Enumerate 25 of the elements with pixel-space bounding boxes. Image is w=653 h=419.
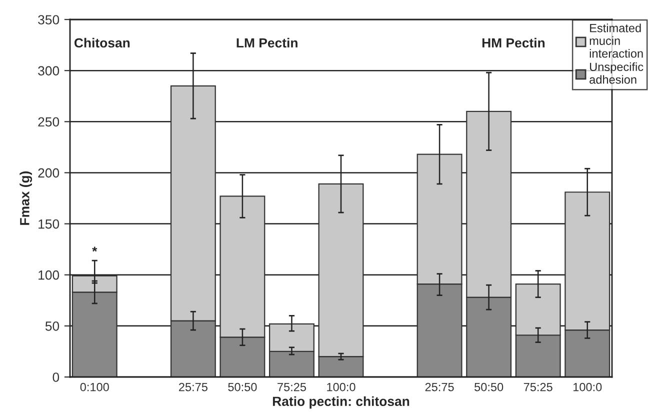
y-tick-label: 250 [38, 117, 60, 127]
x-tick-label: 50:50 [228, 382, 257, 392]
x-tick-label: 25:75 [179, 382, 208, 392]
y-tick-label: 350 [38, 15, 60, 24]
y-tick-label: 300 [38, 66, 60, 76]
annotation: * [92, 246, 98, 252]
x-tick-label: 0:100 [80, 382, 109, 392]
annotation: HM Pectin [482, 38, 545, 48]
legend-label: Unspecific adhesion [590, 62, 644, 84]
x-tick-label: 100:0 [327, 382, 356, 392]
x-axis-title: Ratio pectin: chitosan [272, 396, 410, 409]
x-tick-label: 25:75 [425, 382, 454, 392]
annotation: LM Pectin [236, 38, 298, 48]
x-tick-label: 75:25 [278, 382, 306, 392]
annotation: Chitosan [74, 38, 130, 48]
y-axis-title: Fmax (g) [20, 171, 32, 225]
x-tick-label: 50:50 [474, 382, 504, 392]
y-tick-label: 100 [38, 270, 60, 280]
x-tick-label: 75:25 [524, 382, 552, 392]
y-tick-label: 150 [38, 219, 60, 229]
legend-label: Estimated mucin interaction [590, 24, 643, 58]
y-tick-label: 0 [52, 372, 60, 382]
y-tick-label: 200 [38, 168, 60, 178]
x-tick-label: 100:0 [573, 382, 602, 392]
y-tick-label: 50 [45, 321, 60, 331]
